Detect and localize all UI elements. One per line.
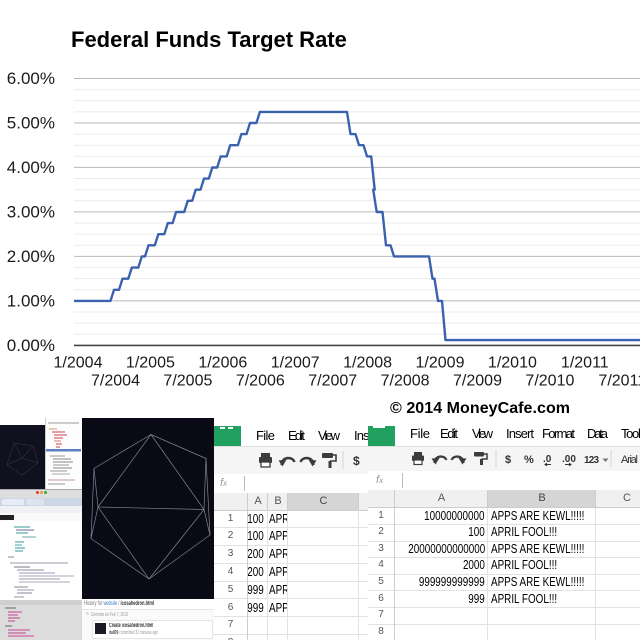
svg-text:2.00%: 2.00% [7, 247, 55, 266]
svg-text:7/2005: 7/2005 [163, 373, 212, 390]
svg-text:Federal Funds Target Rate: Federal Funds Target Rate [71, 27, 347, 52]
svg-text:File: File [410, 426, 430, 441]
svg-text:%: % [524, 454, 534, 466]
svg-text:File: File [256, 428, 275, 443]
svg-text:0.00%: 0.00% [7, 336, 55, 355]
svg-text:Tools: Tools [621, 426, 640, 441]
svg-text:$: $ [353, 454, 360, 468]
svg-text:1/2008: 1/2008 [343, 355, 392, 372]
svg-text:View: View [318, 428, 341, 443]
svg-text:$: $ [505, 454, 511, 466]
svg-text:Arial: Arial [621, 454, 638, 466]
svg-text:7/2006: 7/2006 [236, 373, 285, 390]
svg-text:© 2014 MoneyCafe.com: © 2014 MoneyCafe.com [390, 400, 570, 417]
svg-text:7/2007: 7/2007 [308, 373, 357, 390]
svg-text:7/2009: 7/2009 [453, 373, 502, 390]
svg-text:123: 123 [584, 455, 599, 466]
svg-text:1/2006: 1/2006 [198, 355, 247, 372]
svg-text:1/2010: 1/2010 [488, 355, 537, 372]
svg-text:Edit: Edit [288, 428, 305, 443]
svg-text:6.00%: 6.00% [7, 69, 55, 88]
svg-text:View: View [472, 426, 494, 441]
svg-text:7/2004: 7/2004 [91, 373, 140, 390]
svg-text:1.00%: 1.00% [7, 292, 55, 311]
svg-text:1/2011: 1/2011 [561, 355, 609, 372]
svg-text:Insert: Insert [506, 426, 534, 441]
svg-text:4.00%: 4.00% [7, 158, 55, 177]
svg-text:7/2008: 7/2008 [381, 373, 430, 390]
svg-text:7/2010: 7/2010 [525, 373, 574, 390]
svg-text:.00: .00 [562, 454, 576, 465]
svg-text:1/2005: 1/2005 [126, 355, 175, 372]
svg-text:Insert: Insert [354, 428, 368, 443]
svg-text:Edit: Edit [440, 426, 458, 441]
svg-text:.0: .0 [543, 454, 552, 465]
svg-text:Format: Format [542, 426, 575, 441]
svg-text:Data: Data [587, 426, 609, 441]
svg-text:1/2007: 1/2007 [271, 355, 320, 372]
svg-text:5.00%: 5.00% [7, 114, 55, 133]
svg-text:1/2004: 1/2004 [54, 355, 103, 372]
svg-text:7/2011: 7/2011 [598, 373, 640, 390]
svg-text:3.00%: 3.00% [7, 203, 55, 222]
svg-text:1/2009: 1/2009 [416, 355, 465, 372]
